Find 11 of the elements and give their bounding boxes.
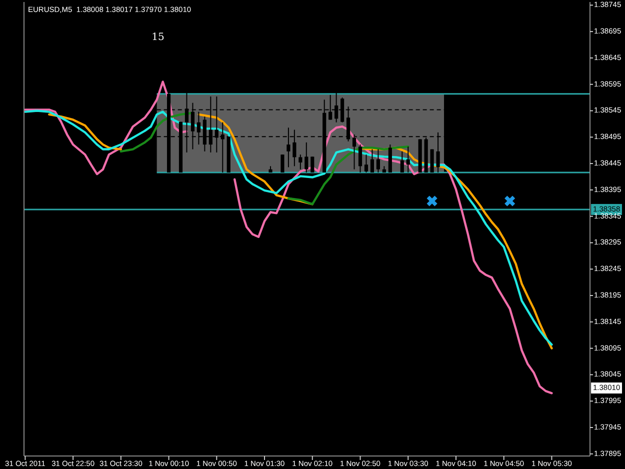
candlestick bbox=[358, 144, 362, 174]
annotation: 15 bbox=[152, 32, 164, 43]
candlestick bbox=[376, 148, 380, 174]
candlestick bbox=[400, 150, 404, 174]
candlestick bbox=[310, 156, 314, 174]
candlestick bbox=[406, 146, 410, 174]
candlestick bbox=[298, 154, 302, 170]
candlestick bbox=[304, 142, 308, 174]
candlestick bbox=[364, 154, 368, 174]
candlestick bbox=[370, 148, 374, 174]
candlestick bbox=[280, 154, 284, 174]
